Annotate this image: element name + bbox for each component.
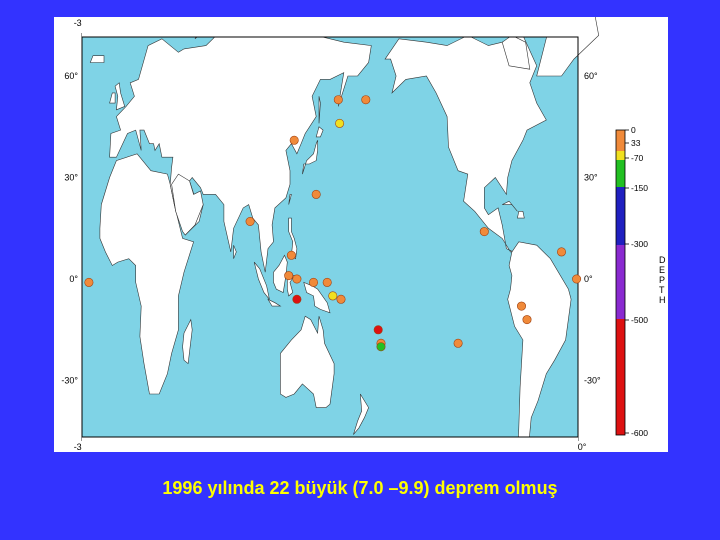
depth-tick-label: -150 <box>631 183 648 193</box>
earthquake-marker <box>289 135 299 145</box>
world-map: -30°0°30°60°90°120°150°180°-150°-120°-90… <box>61 17 666 452</box>
depth-bar-border <box>615 129 626 436</box>
top-margin <box>82 17 578 37</box>
bottom-margin <box>82 437 578 452</box>
landmass-new-guinea <box>303 281 331 314</box>
earthquake-marker <box>376 342 386 352</box>
earthquake-marker <box>245 217 255 227</box>
depth-band <box>616 151 625 160</box>
landmass-madagascar <box>182 318 193 365</box>
landmass-uk <box>114 82 126 111</box>
latitude-tick-label: 0° <box>584 274 593 284</box>
latitude-tick-label: -30° <box>61 376 78 386</box>
earthquake-map-figure: -30°0°30°60°90°120°150°180°-150°-120°-90… <box>54 17 668 452</box>
depth-band <box>616 187 625 245</box>
latitude-tick-label: -30° <box>584 376 601 386</box>
earthquake-marker <box>292 294 302 304</box>
depth-tick-label: -70 <box>631 153 644 163</box>
landmass-hispaniola <box>517 211 525 219</box>
earthquake-marker <box>572 274 582 284</box>
earthquake-marker <box>335 118 345 128</box>
depth-band <box>616 245 625 319</box>
earthquake-marker <box>516 301 526 311</box>
earthquake-marker <box>453 338 463 348</box>
landmass-arabia <box>171 173 204 236</box>
earthquake-marker <box>479 227 489 237</box>
depth-axis-label-letter: H <box>659 295 666 305</box>
landmass-ireland <box>109 92 116 104</box>
earthquake-marker <box>522 315 532 325</box>
depth-tick-label: -500 <box>631 315 648 325</box>
landmass-new-zealand <box>353 393 369 435</box>
latitude-tick-label: 0° <box>69 274 78 284</box>
depth-tick-label: -600 <box>631 428 648 438</box>
depth-band <box>616 130 625 151</box>
depth-tick-label: 33 <box>631 138 641 148</box>
depth-tick-label: 0 <box>631 125 636 135</box>
landmass-philippines <box>288 217 298 260</box>
landmass-baffin <box>501 35 531 70</box>
longitude-tick-label: -30° <box>570 442 587 452</box>
landmass-cuba <box>502 200 518 212</box>
earthquake-marker <box>292 274 302 284</box>
landmass-java <box>267 298 282 307</box>
earthquake-marker <box>556 247 566 257</box>
earthquake-marker <box>328 291 338 301</box>
landmass-taiwan <box>288 194 292 205</box>
map-border <box>81 36 579 438</box>
depth-band <box>616 319 625 435</box>
latitude-tick-label: 30° <box>584 173 598 183</box>
landmass-japan <box>302 140 318 175</box>
landmass-kamchatka-sakhalin <box>318 96 321 124</box>
earthquake-marker <box>309 277 319 287</box>
landmass-sri-lanka <box>233 245 237 259</box>
latitude-tick-label: 60° <box>64 71 78 81</box>
depth-axis-label-letter: D <box>659 255 666 265</box>
latitude-tick-label: 60° <box>584 71 598 81</box>
depth-axis-label-letter: T <box>659 285 665 295</box>
depth-axis-label-letter: E <box>659 265 665 275</box>
earthquake-marker <box>311 189 321 199</box>
depth-axis-label-letter: P <box>659 275 665 285</box>
landmass-iceland <box>89 55 105 63</box>
latitude-tick-label: 30° <box>64 173 78 183</box>
map-frame <box>81 17 579 452</box>
depth-band <box>616 160 625 187</box>
earthquake-marker <box>361 95 371 105</box>
earthquake-marker <box>336 294 346 304</box>
earthquake-marker <box>284 271 294 281</box>
earthquake-marker <box>373 325 383 335</box>
earthquake-markers <box>84 95 582 352</box>
landmass-australia <box>280 315 335 408</box>
caption: 1996 yılında 22 büyük (7.0 –9.9) deprem … <box>162 478 558 498</box>
earthquake-marker <box>333 95 343 105</box>
landmass-hokkaido <box>315 126 324 138</box>
landmass-sumatra <box>253 261 270 300</box>
depth-tick-label: -300 <box>631 239 648 249</box>
landmass-africa <box>99 153 194 395</box>
earthquake-marker <box>84 277 94 287</box>
earthquake-marker <box>322 277 332 287</box>
earthquake-marker <box>286 250 296 260</box>
